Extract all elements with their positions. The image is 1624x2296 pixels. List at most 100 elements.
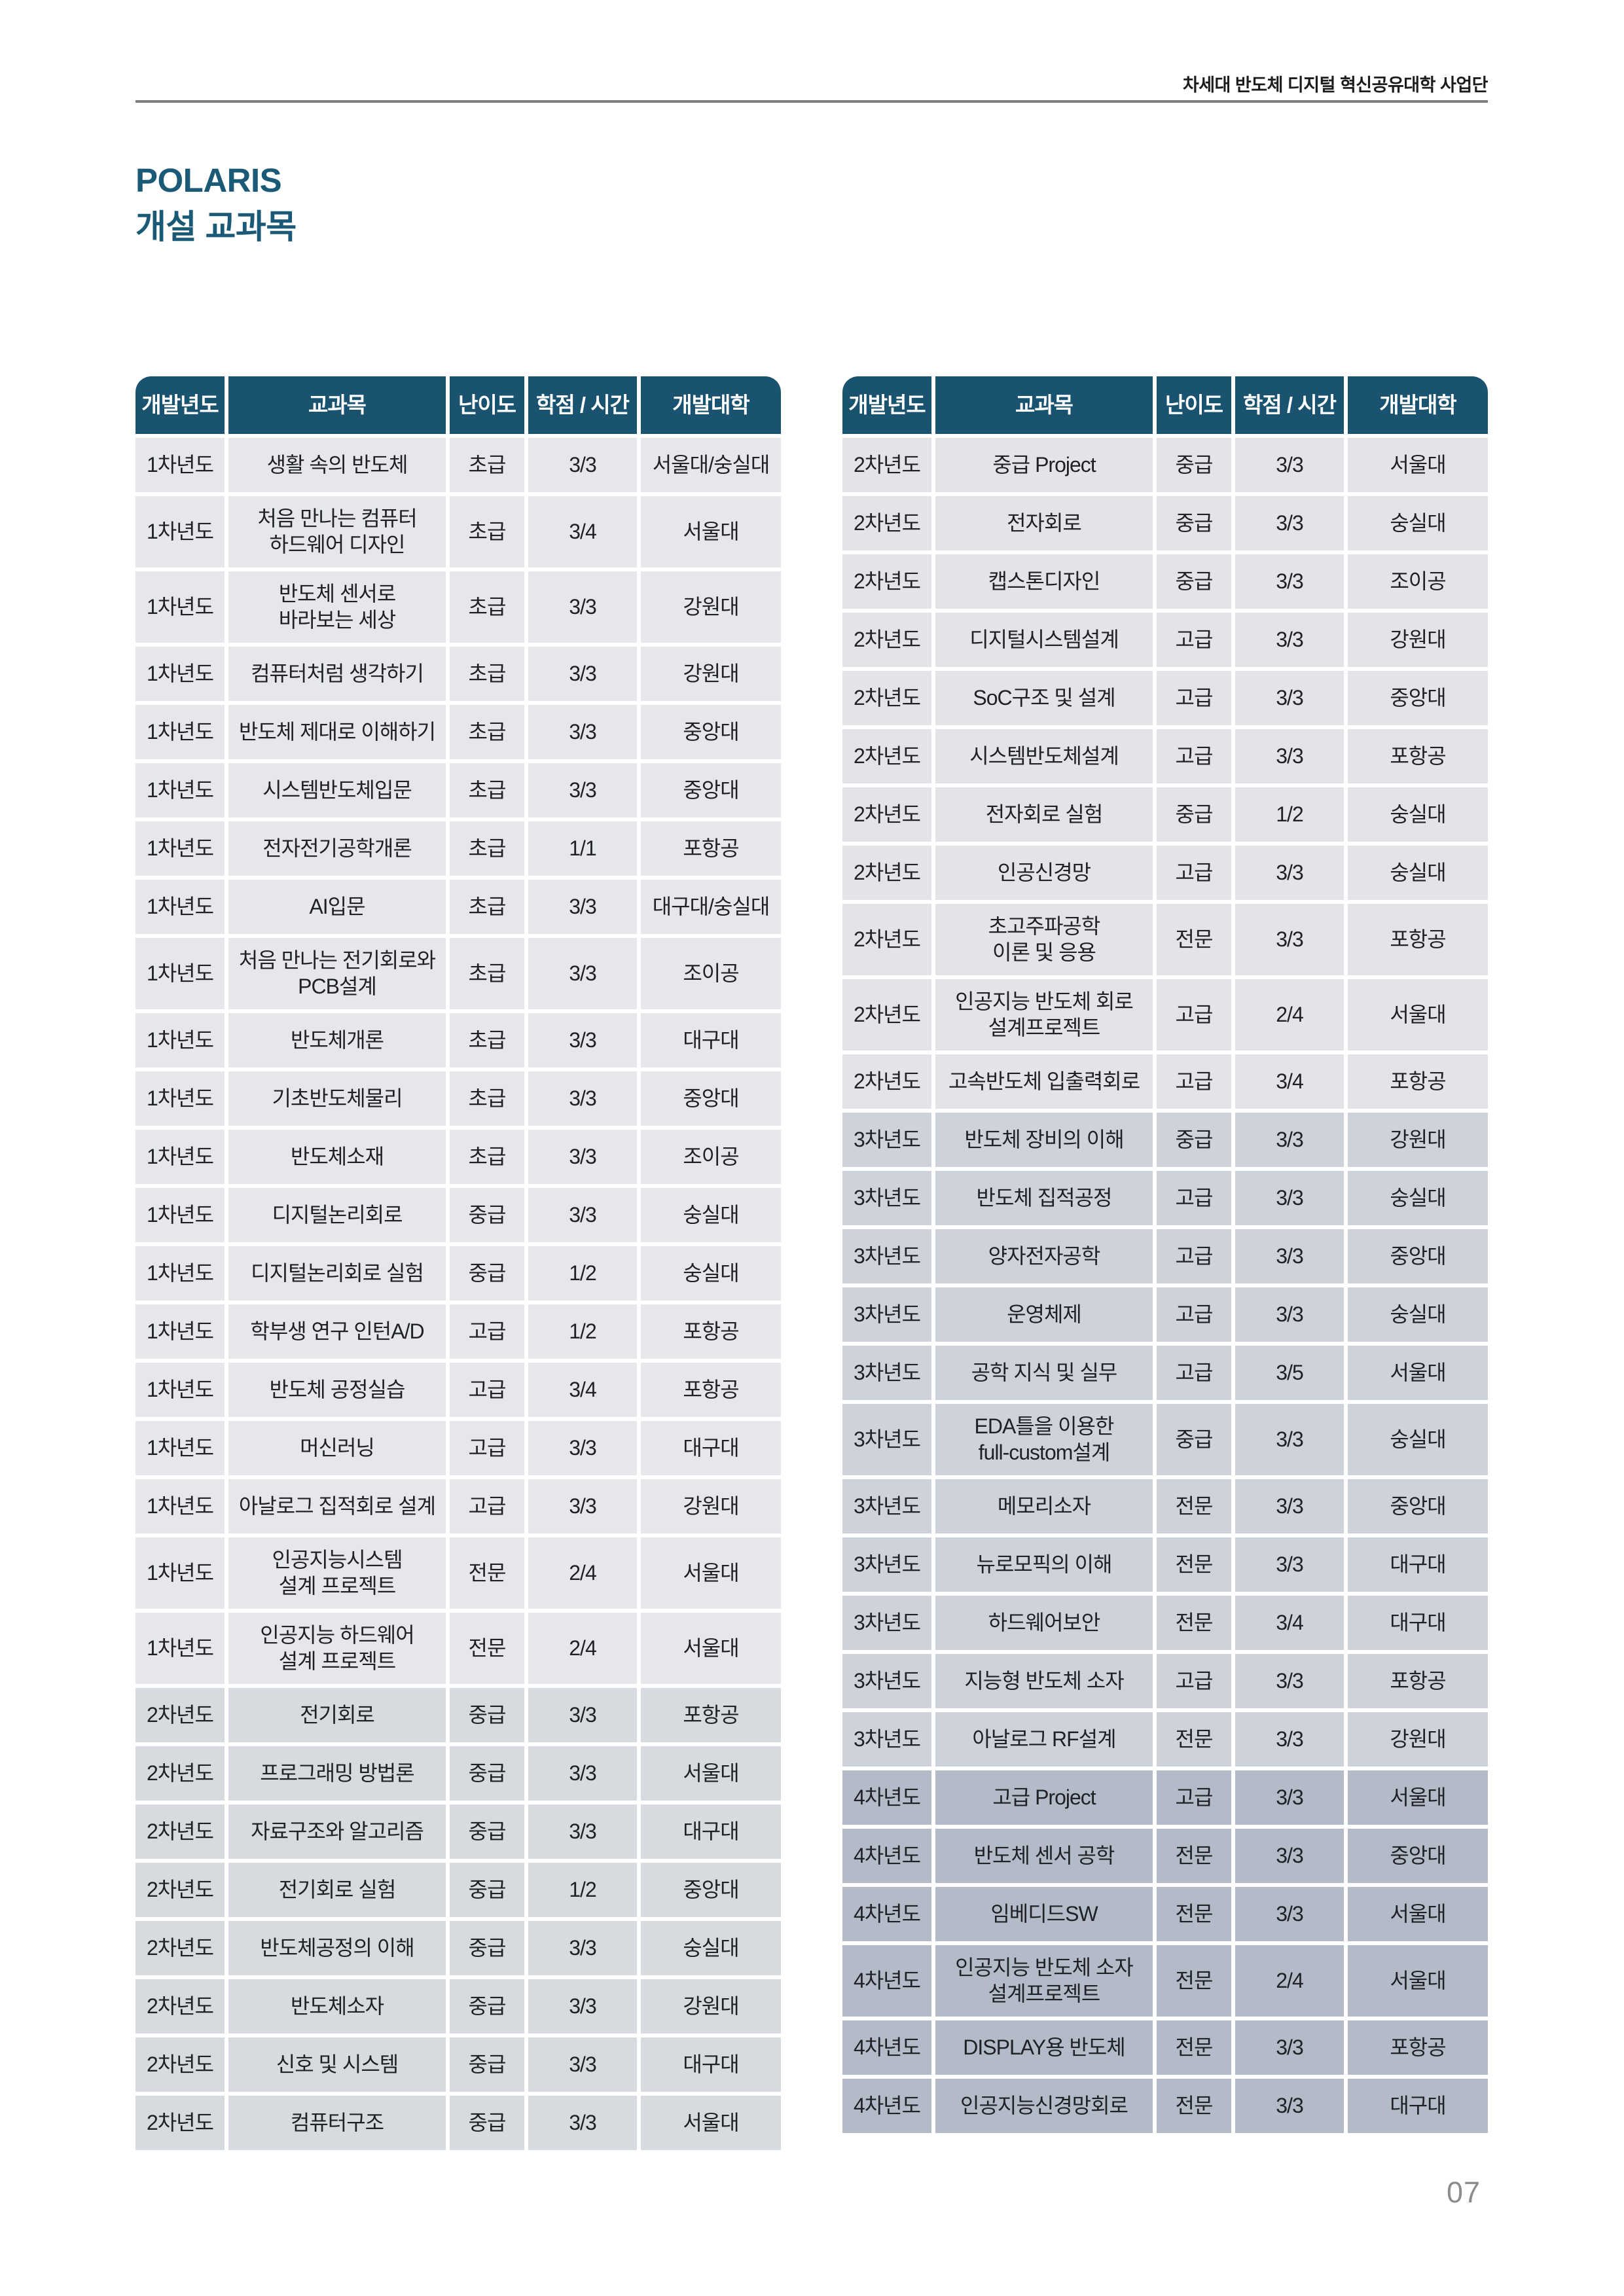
course-cell: 기초반도체물리 <box>228 1071 446 1126</box>
table-header-row: 개발년도 교과목 난이도 학점 / 시간 개발대학 <box>842 376 1488 434</box>
column-header: 교과목 <box>228 376 446 434</box>
univ-cell: 대구대 <box>1348 1537 1488 1592</box>
year-cell: 2차년도 <box>842 613 931 667</box>
year-cell: 3차년도 <box>842 1479 931 1534</box>
year-cell: 3차년도 <box>842 1596 931 1650</box>
univ-cell: 포항공 <box>641 1363 781 1417</box>
table-row: 2차년도 프로그래밍 방법론 중급 3/3 서울대 <box>135 1746 781 1801</box>
univ-cell: 강원대 <box>641 1979 781 2034</box>
univ-cell: 조이공 <box>641 1130 781 1184</box>
credit-cell: 3/3 <box>528 1746 637 1801</box>
table-row: 4차년도 고급 Project 고급 3/3 서울대 <box>842 1770 1488 1825</box>
year-cell: 2차년도 <box>842 554 931 609</box>
univ-cell: 강원대 <box>1348 613 1488 667</box>
year-cell: 1차년도 <box>135 438 225 492</box>
course-cell: 처음 만나는 전기회로와 PCB설계 <box>228 938 446 1009</box>
level-cell: 고급 <box>1157 1287 1231 1342</box>
table-row: 2차년도 인공지능 반도체 회로 설계프로젝트 고급 2/4 서울대 <box>842 979 1488 1050</box>
credit-cell: 3/3 <box>528 763 637 817</box>
level-cell: 중급 <box>450 1863 524 1917</box>
credit-cell: 1/2 <box>528 1246 637 1300</box>
univ-cell: 숭실대 <box>641 1188 781 1242</box>
credit-cell: 3/3 <box>1235 1770 1344 1825</box>
year-cell: 3차년도 <box>842 1654 931 1708</box>
univ-cell: 중앙대 <box>641 1863 781 1917</box>
year-cell: 2차년도 <box>135 1921 225 1975</box>
year-cell: 4차년도 <box>842 1945 931 2017</box>
year-cell: 1차년도 <box>135 1013 225 1067</box>
table-row: 2차년도 고속반도체 입출력회로 고급 3/4 포항공 <box>842 1054 1488 1109</box>
column-header: 학점 / 시간 <box>1235 376 1344 434</box>
course-cell: 자료구조와 알고리즘 <box>228 1804 446 1859</box>
univ-cell: 중앙대 <box>641 763 781 817</box>
level-cell: 고급 <box>450 1421 524 1475</box>
table-row: 3차년도 운영체제 고급 3/3 숭실대 <box>842 1287 1488 1342</box>
course-cell: 생활 속의 반도체 <box>228 438 446 492</box>
course-cell: 컴퓨터처럼 생각하기 <box>228 647 446 701</box>
univ-cell: 서울대 <box>641 496 781 567</box>
univ-cell: 서울대 <box>1348 1945 1488 2017</box>
page-title-line1: POLARIS <box>135 162 282 199</box>
level-cell: 초급 <box>450 496 524 567</box>
credit-cell: 3/3 <box>1235 613 1344 667</box>
course-cell: 시스템반도체입문 <box>228 763 446 817</box>
credit-cell: 3/3 <box>528 1804 637 1859</box>
univ-cell: 서울대 <box>1348 1887 1488 1941</box>
level-cell: 고급 <box>1157 1229 1231 1283</box>
year-cell: 1차년도 <box>135 763 225 817</box>
year-cell: 3차년도 <box>842 1346 931 1400</box>
table-row: 1차년도 인공지능시스템 설계 프로젝트 전문 2/4 서울대 <box>135 1537 781 1609</box>
year-cell: 2차년도 <box>842 846 931 900</box>
course-table-right: 개발년도 교과목 난이도 학점 / 시간 개발대학 2차년도 중급 Project 중급 3/3… <box>842 376 1488 2133</box>
level-cell: 초급 <box>450 705 524 759</box>
univ-cell: 숭실대 <box>641 1921 781 1975</box>
level-cell: 전문 <box>1157 1829 1231 1883</box>
univ-cell: 서울대 <box>1348 979 1488 1050</box>
level-cell: 전문 <box>450 1613 524 1684</box>
univ-cell: 조이공 <box>1348 554 1488 609</box>
level-cell: 중급 <box>450 1188 524 1242</box>
table-row: 1차년도 처음 만나는 컴퓨터 하드웨어 디자인 초급 3/4 서울대 <box>135 496 781 567</box>
course-cell: 인공지능 반도체 회로 설계프로젝트 <box>935 979 1153 1050</box>
table-row: 2차년도 초고주파공학 이론 및 응용 전문 3/3 포항공 <box>842 904 1488 975</box>
table-row: 2차년도 반도체소자 중급 3/3 강원대 <box>135 1979 781 2034</box>
table-row: 2차년도 캡스톤디자인 중급 3/3 조이공 <box>842 554 1488 609</box>
level-cell: 초급 <box>450 1071 524 1126</box>
column-header: 교과목 <box>935 376 1153 434</box>
table-row: 1차년도 학부생 연구 인턴A/D 고급 1/2 포항공 <box>135 1304 781 1359</box>
year-cell: 4차년도 <box>842 1829 931 1883</box>
univ-cell: 숭실대 <box>1348 846 1488 900</box>
univ-cell: 중앙대 <box>1348 1829 1488 1883</box>
level-cell: 고급 <box>1157 729 1231 783</box>
level-cell: 고급 <box>1157 671 1231 725</box>
univ-cell: 강원대 <box>641 571 781 643</box>
univ-cell: 강원대 <box>641 647 781 701</box>
credit-cell: 3/3 <box>1235 1537 1344 1592</box>
course-cell: DISPLAY용 반도체 <box>935 2020 1153 2075</box>
level-cell: 초급 <box>450 1130 524 1184</box>
credit-cell: 3/3 <box>528 1479 637 1534</box>
univ-cell: 서울대 <box>1348 1770 1488 1825</box>
course-cell: SoC구조 및 설계 <box>935 671 1153 725</box>
credit-cell: 3/3 <box>528 438 637 492</box>
year-cell: 3차년도 <box>842 1537 931 1592</box>
credit-cell: 3/3 <box>1235 496 1344 550</box>
course-cell: 전자회로 실험 <box>935 787 1153 842</box>
univ-cell: 숭실대 <box>1348 1404 1488 1475</box>
course-cell: 인공지능 반도체 소자 설계프로젝트 <box>935 1945 1153 2017</box>
table-row: 3차년도 양자전자공학 고급 3/3 중앙대 <box>842 1229 1488 1283</box>
univ-cell: 포항공 <box>1348 1054 1488 1109</box>
document-header-note: 차세대 반도체 디지털 혁신공유대학 사업단 <box>1182 75 1489 95</box>
credit-cell: 3/3 <box>528 647 637 701</box>
table-row: 1차년도 기초반도체물리 초급 3/3 중앙대 <box>135 1071 781 1126</box>
level-cell: 초급 <box>450 821 524 876</box>
year-cell: 2차년도 <box>842 729 931 783</box>
table-row: 1차년도 반도체 공정실습 고급 3/4 포항공 <box>135 1363 781 1417</box>
level-cell: 초급 <box>450 763 524 817</box>
credit-cell: 3/3 <box>528 1013 637 1067</box>
univ-cell: 대구대 <box>641 2037 781 2092</box>
level-cell: 초급 <box>450 571 524 643</box>
table-row: 2차년도 신호 및 시스템 중급 3/3 대구대 <box>135 2037 781 2092</box>
year-cell: 1차년도 <box>135 1537 225 1609</box>
level-cell: 전문 <box>1157 1537 1231 1592</box>
